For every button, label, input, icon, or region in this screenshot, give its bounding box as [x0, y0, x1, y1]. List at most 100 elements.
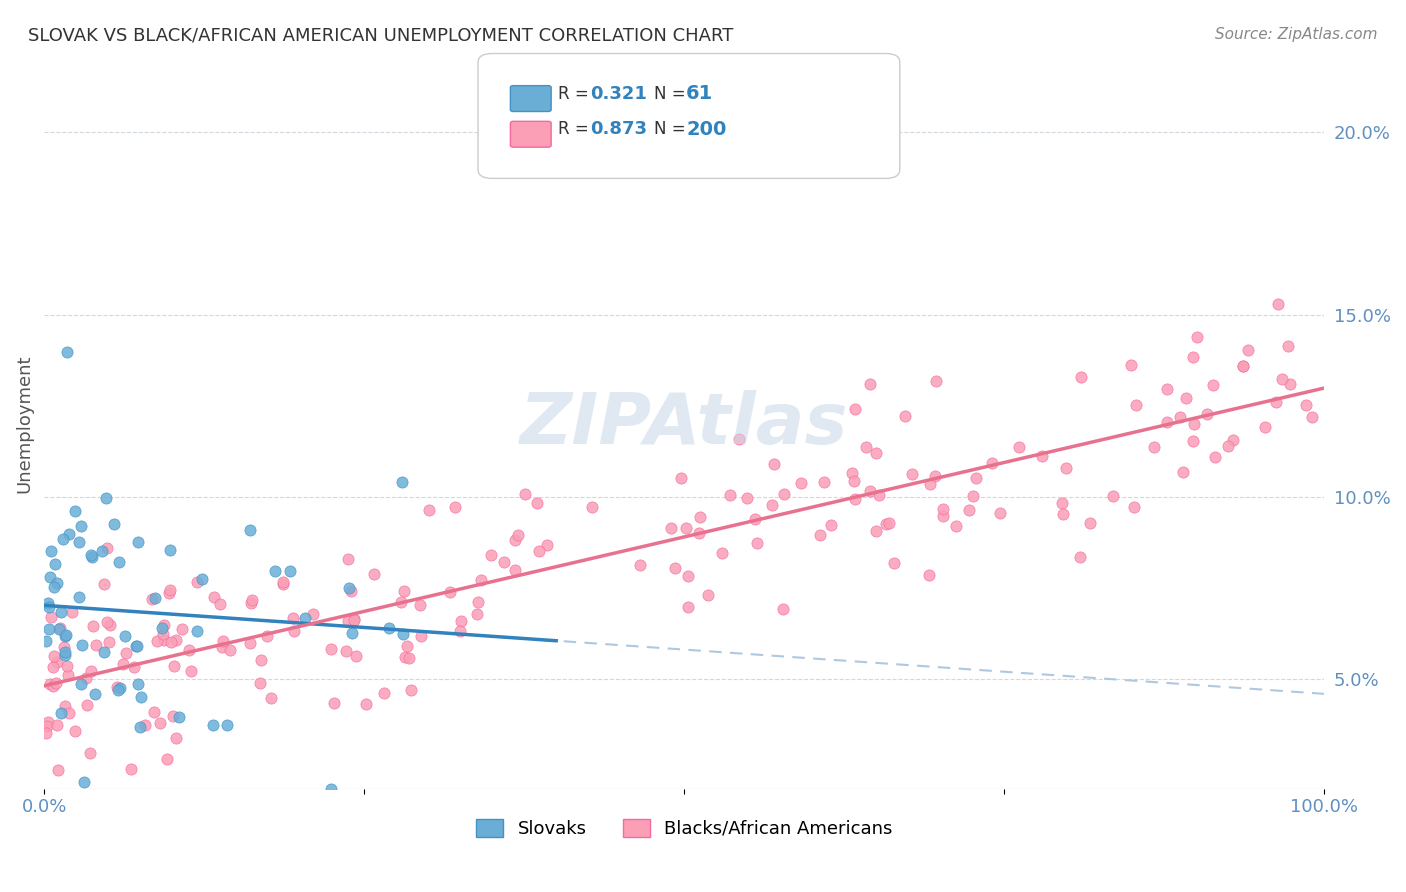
Point — [762, 457, 785, 471]
Point — [39, 677, 62, 691]
Point — [115, 646, 138, 660]
Text: N =: N = — [654, 85, 690, 103]
Point — [744, 512, 766, 526]
Point — [1054, 460, 1077, 475]
Point — [323, 696, 346, 710]
Point — [155, 752, 177, 766]
Point — [1277, 339, 1299, 353]
Point — [91, 544, 114, 558]
Point — [1254, 420, 1277, 434]
Point — [170, 623, 193, 637]
Point — [39, 610, 62, 624]
Point — [202, 590, 225, 604]
Point — [190, 573, 212, 587]
Point — [179, 642, 201, 657]
Point — [855, 440, 877, 454]
Point — [52, 532, 75, 546]
Point — [1069, 550, 1091, 565]
Point — [53, 648, 76, 662]
Point — [202, 718, 225, 732]
Point — [689, 510, 711, 524]
Point — [143, 591, 166, 605]
Point — [125, 639, 148, 653]
Point — [718, 488, 741, 502]
Point — [337, 614, 360, 628]
Point — [80, 549, 103, 563]
Point — [865, 524, 887, 538]
Point — [1222, 433, 1244, 447]
Point — [343, 612, 366, 626]
Point — [82, 549, 104, 564]
Point — [96, 615, 118, 630]
Point — [260, 690, 283, 705]
Point — [1031, 449, 1053, 463]
Point — [98, 635, 121, 649]
Point — [56, 658, 79, 673]
Point — [51, 706, 73, 721]
Point — [1232, 359, 1254, 373]
Point — [735, 491, 758, 505]
Point — [392, 584, 415, 599]
Point — [1181, 350, 1204, 364]
Point — [503, 533, 526, 548]
Point — [820, 518, 842, 533]
Point — [932, 508, 955, 523]
Point — [409, 598, 432, 612]
Point — [1185, 330, 1208, 344]
Point — [218, 643, 240, 657]
Point — [127, 677, 149, 691]
Point — [45, 676, 67, 690]
Point — [37, 715, 59, 730]
Point — [503, 563, 526, 577]
Point — [810, 527, 832, 541]
Point — [302, 607, 325, 621]
Point — [1237, 343, 1260, 358]
Point — [875, 517, 897, 532]
Point — [51, 605, 73, 619]
Point — [688, 526, 710, 541]
Point — [69, 535, 91, 549]
Point — [98, 617, 121, 632]
Point — [399, 683, 422, 698]
Point — [844, 492, 866, 507]
Point — [1175, 391, 1198, 405]
Point — [676, 569, 699, 583]
Point — [35, 633, 58, 648]
Point — [103, 516, 125, 531]
Point — [186, 575, 208, 590]
Point — [882, 556, 904, 570]
Text: R =: R = — [558, 85, 595, 103]
Point — [58, 526, 80, 541]
Point — [669, 471, 692, 485]
Point — [38, 622, 60, 636]
Point — [271, 574, 294, 589]
Point — [1156, 382, 1178, 396]
Point — [1295, 398, 1317, 412]
Point — [877, 516, 900, 530]
Point — [93, 645, 115, 659]
Point — [957, 502, 980, 516]
Point — [153, 633, 176, 648]
Point — [152, 627, 174, 641]
Point — [321, 641, 343, 656]
Point — [105, 680, 128, 694]
Point — [56, 344, 79, 359]
Point — [470, 573, 492, 587]
Point — [82, 619, 104, 633]
Point — [789, 475, 811, 490]
Point — [1232, 359, 1254, 373]
Point — [868, 488, 890, 502]
Point — [240, 596, 263, 610]
Point — [39, 544, 62, 558]
Point — [506, 528, 529, 542]
Point — [467, 595, 489, 609]
Point — [696, 588, 718, 602]
Point — [70, 518, 93, 533]
Point — [37, 719, 59, 733]
Point — [159, 542, 181, 557]
Point — [212, 634, 235, 648]
Point — [1050, 495, 1073, 509]
Point — [42, 660, 65, 674]
Point — [127, 535, 149, 549]
Point — [1008, 440, 1031, 454]
